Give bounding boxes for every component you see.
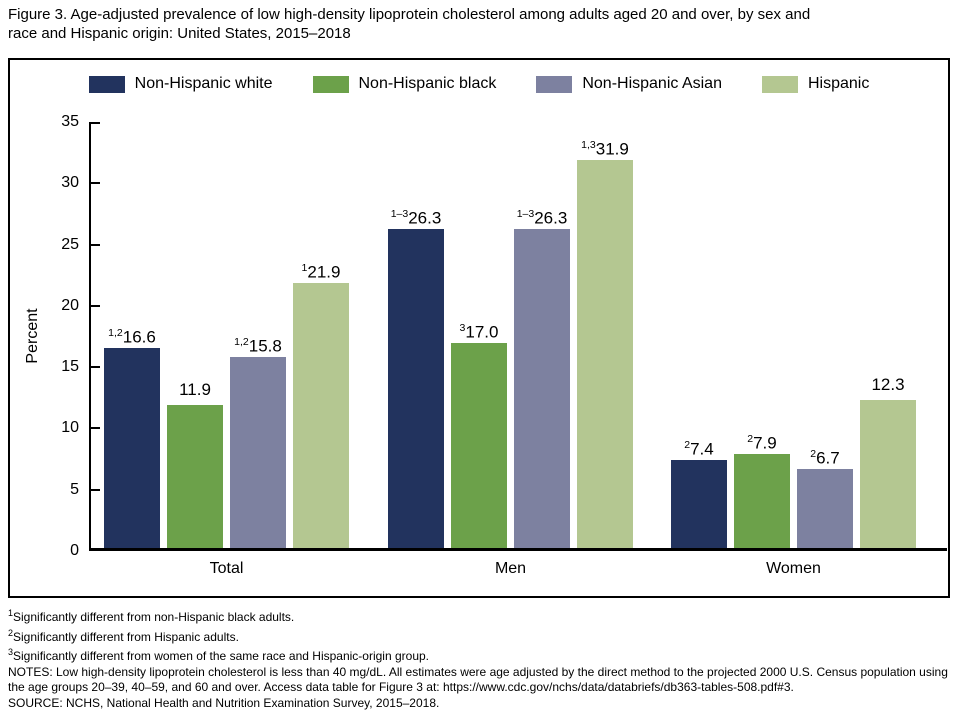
bar-value-label: 12.3 (871, 375, 905, 395)
y-tick (91, 427, 100, 430)
significance-superscript: 1,2 (234, 336, 249, 349)
y-tick (91, 243, 100, 246)
y-tick (91, 488, 100, 491)
significance-superscript: 1 (301, 261, 308, 274)
footnote-line: 1Significantly different from non-Hispan… (8, 608, 295, 624)
legend-item-non-hispanic-white: Non-Hispanic white (88, 75, 273, 93)
footnote-superscript: 2 (8, 627, 14, 638)
bar-non-hispanic-black-total (167, 405, 223, 551)
bar-value-label: 1–326.3 (390, 207, 442, 228)
notes-text: NOTES: Low high-density lipoprotein chol… (8, 664, 948, 695)
significance-superscript: 2 (747, 433, 754, 446)
footnote-line: 3Significantly different from women of t… (8, 647, 430, 663)
significance-superscript: 1,3 (581, 138, 596, 151)
significance-superscript: 1–3 (390, 207, 409, 220)
bar-value-label: 11.9 (179, 380, 211, 400)
x-category-label-women: Women (766, 560, 821, 577)
figure-title-line-2: race and Hispanic origin: United States,… (8, 25, 351, 42)
x-axis-line (89, 548, 947, 551)
bar-non-hispanic-asian-men (514, 228, 570, 551)
bar-non-hispanic-asian-total (230, 357, 286, 551)
y-tick (91, 366, 100, 369)
bar-value-label: 1–326.3 (516, 207, 568, 228)
bar-non-hispanic-white-total (104, 347, 160, 551)
bar-non-hispanic-white-women (671, 460, 727, 551)
bar-hispanic-total (293, 282, 349, 551)
bar-non-hispanic-black-women (734, 454, 790, 551)
y-tick-label: 35 (61, 113, 79, 130)
y-tick (91, 122, 100, 124)
source-text: SOURCE: NCHS, National Health and Nutrit… (8, 695, 440, 710)
bar-non-hispanic-white-men (388, 228, 444, 551)
footnote-superscript: 1 (8, 608, 14, 618)
legend-label: Non-Hispanic black (358, 75, 497, 92)
plot-area: 0 5 10 15 20 25 30 35 1,216.6 11.9 1,215.8 121.9 Tot… (61, 113, 947, 577)
bar-value-label: 1,216.6 (108, 326, 156, 347)
legend-item-non-hispanic-black: Non-Hispanic black (312, 75, 497, 93)
legend-swatch-hispanic (761, 75, 798, 93)
legend-item-hispanic: Hispanic (761, 75, 870, 93)
y-tick-label: 10 (61, 419, 79, 437)
y-tick-label: 0 (70, 542, 79, 559)
bar-value-label: 26.7 (810, 447, 840, 468)
bar-hispanic-women (860, 400, 916, 551)
y-tick-label: 5 (70, 480, 79, 498)
bar-value-label: 27.9 (747, 433, 777, 453)
significance-superscript: 2 (684, 439, 691, 452)
legend-swatch-non-hispanic-black (312, 75, 349, 93)
y-tick-label: 30 (61, 174, 79, 192)
significance-superscript: 3 (459, 321, 466, 334)
footnote-line: 2Significantly different from Hispanic a… (8, 627, 239, 644)
legend: Non-Hispanic white Non-Hispanic black Non-… (10, 75, 948, 93)
bar-value-label: 27.4 (684, 439, 714, 459)
bar-value-label: 121.9 (301, 261, 341, 282)
x-category-label-total: Total (209, 560, 244, 577)
significance-superscript: 2 (810, 447, 817, 460)
x-category-label-men: Men (494, 560, 527, 577)
y-tick-label: 15 (61, 358, 79, 376)
bar-non-hispanic-black-men (451, 342, 507, 551)
significance-superscript: 1–3 (516, 207, 535, 220)
legend-label: Hispanic (807, 75, 870, 92)
significance-superscript: 1,2 (108, 326, 123, 339)
footnote-superscript: 3 (8, 647, 14, 657)
legend-swatch-non-hispanic-white (88, 75, 125, 93)
legend-item-non-hispanic-asian: Non-Hispanic Asian (536, 75, 722, 93)
footnotes: 1Significantly different from non-Hispan… (8, 606, 954, 711)
bar-value-label: 1,331.9 (581, 138, 629, 159)
legend-label: Non-Hispanic Asian (582, 75, 722, 92)
figure-title-line-1: Figure 3. Age-adjusted prevalence of low… (8, 6, 811, 23)
bar-value-label: 1,215.8 (234, 336, 282, 356)
legend-label: Non-Hispanic white (134, 75, 273, 92)
figure-title: Figure 3. Age-adjusted prevalence of low… (8, 5, 952, 43)
bar-non-hispanic-asian-women (797, 468, 853, 551)
chart-frame: Non-Hispanic white Non-Hispanic black Non-… (8, 58, 950, 598)
y-tick (91, 304, 100, 307)
bar-value-label: 317.0 (459, 321, 499, 342)
y-axis-line (89, 122, 91, 551)
footnote-lines: 1Significantly different from non-Hispan… (8, 606, 954, 665)
bar-hispanic-men (577, 159, 633, 551)
legend-swatch-non-hispanic-asian (536, 75, 573, 93)
y-tick-label: 20 (61, 296, 79, 314)
y-tick (91, 182, 100, 185)
y-axis-title: Percent (24, 308, 41, 364)
y-tick-label: 25 (61, 235, 79, 253)
